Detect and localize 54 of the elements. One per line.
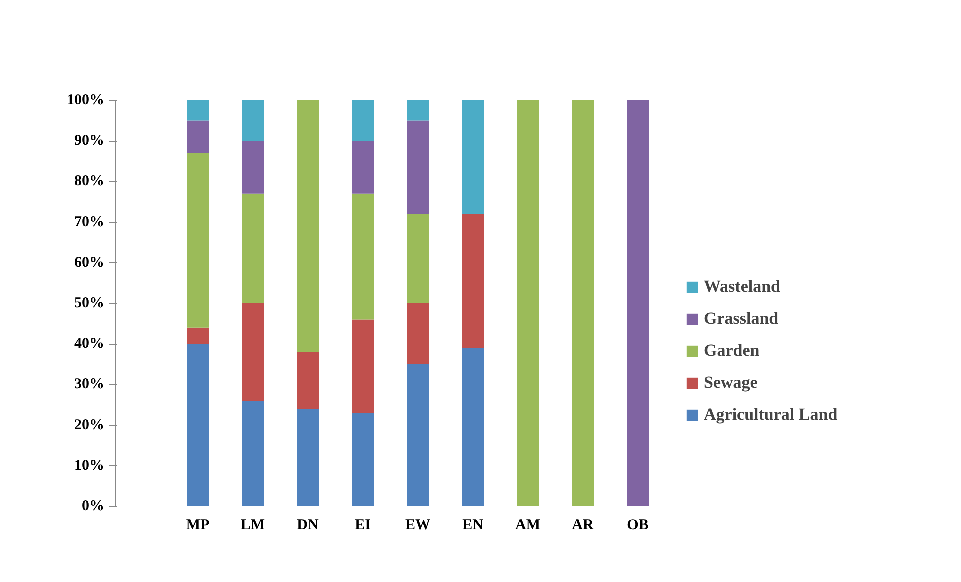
bar — [242, 304, 264, 401]
y-tick-label: 20% — [74, 417, 104, 434]
x-tick-label: DN — [297, 518, 319, 534]
y-tick-label: 90% — [74, 133, 104, 150]
bar — [407, 364, 429, 506]
bar — [352, 320, 374, 414]
bar — [407, 214, 429, 304]
bar — [187, 100, 209, 121]
x-tick-label: EI — [355, 518, 372, 534]
legend-label: Grassland — [704, 308, 779, 329]
bar — [462, 100, 484, 214]
bar — [352, 194, 374, 320]
y-tick-label: 80% — [74, 174, 104, 190]
bar — [517, 100, 539, 506]
bar — [297, 409, 319, 506]
legend-label: Garden — [704, 340, 760, 361]
y-tick-label: 70% — [74, 214, 104, 230]
x-tick-label: LM — [240, 518, 266, 534]
bar — [462, 348, 484, 506]
bar — [187, 344, 209, 506]
bar — [352, 141, 374, 194]
y-tick-label: 10% — [74, 458, 104, 474]
bar — [297, 100, 319, 352]
legend-label: Agricultural Land — [704, 404, 838, 425]
bar — [627, 100, 649, 506]
bar — [297, 352, 319, 410]
bar — [407, 120, 429, 214]
bar — [407, 304, 429, 364]
legend-label: Wasteland — [704, 276, 781, 297]
bar — [572, 100, 594, 506]
x-tick-label: AR — [572, 518, 594, 534]
bar — [242, 194, 264, 304]
bar — [352, 413, 374, 506]
bar — [242, 141, 264, 194]
y-tick-label: 0% — [82, 498, 104, 514]
bar — [187, 328, 209, 344]
bar — [242, 400, 264, 506]
bar — [407, 100, 429, 121]
y-tick-label: 60% — [74, 254, 104, 271]
x-tick-label: EW — [406, 518, 431, 534]
legend-label: Sewage — [704, 372, 758, 393]
y-tick-label: 50% — [74, 296, 104, 312]
bar — [352, 100, 374, 142]
bar — [187, 153, 209, 328]
x-tick-label: MP — [186, 518, 210, 534]
bar — [462, 214, 484, 348]
y-tick-label: 40% — [74, 336, 104, 352]
x-tick-label: OB — [627, 518, 649, 534]
bar — [187, 120, 209, 154]
y-tick-label: 100% — [67, 92, 104, 108]
x-tick-label: AM — [516, 518, 541, 534]
y-tick-label: 30% — [74, 376, 104, 393]
x-tick-label: EN — [462, 518, 484, 534]
bar — [242, 100, 264, 142]
